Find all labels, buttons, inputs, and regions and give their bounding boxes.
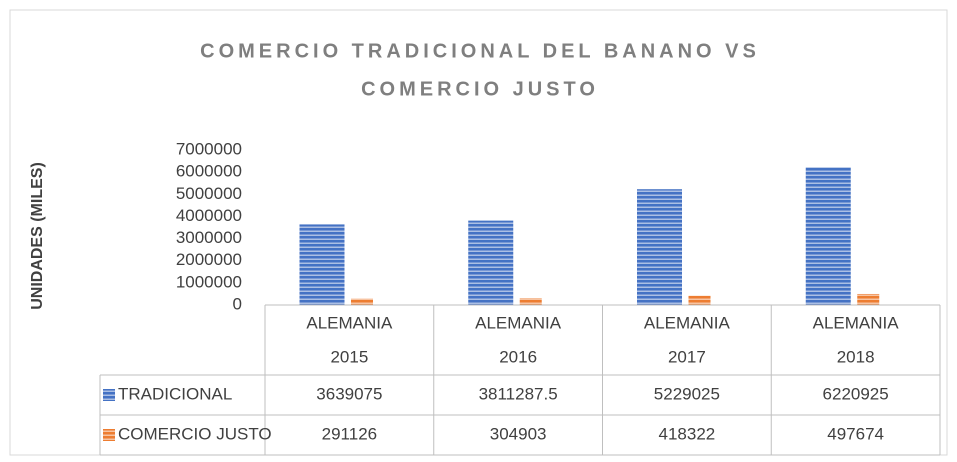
table-value: 6220925 xyxy=(823,384,889,403)
y-tick-label: 2000000 xyxy=(176,250,242,269)
y-tick-label: 5000000 xyxy=(176,184,242,203)
y-tick-label: 4000000 xyxy=(176,206,242,225)
y-tick-label: 0 xyxy=(233,294,242,313)
x-tick-label: 2018 xyxy=(837,347,875,366)
y-tick-label: 1000000 xyxy=(176,272,242,291)
bar xyxy=(805,167,851,305)
table-value: 497674 xyxy=(827,424,884,443)
y-tick-label: 6000000 xyxy=(176,162,242,181)
x-tick-label: ALEMANIA xyxy=(306,313,393,332)
y-tick-label: 3000000 xyxy=(176,228,242,247)
bar xyxy=(299,224,345,305)
bar xyxy=(857,293,880,305)
x-tick-label: 2015 xyxy=(330,347,368,366)
table-value: 418322 xyxy=(659,424,716,443)
table-value: 5229025 xyxy=(654,384,720,403)
bar xyxy=(519,298,542,305)
bar xyxy=(688,295,711,305)
bar xyxy=(351,298,373,305)
bar xyxy=(468,220,514,305)
legend-label: COMERCIO JUSTO xyxy=(118,424,272,443)
bar xyxy=(637,189,682,305)
chart-title: COMERCIO TRADICIONAL DEL BANANO VS xyxy=(200,40,760,62)
table-value: 3639075 xyxy=(316,384,382,403)
table-value: 291126 xyxy=(322,424,377,443)
table-value: 304903 xyxy=(490,424,547,443)
legend-key xyxy=(103,429,115,441)
table-value: 3811287.5 xyxy=(479,384,558,403)
y-tick-label: 7000000 xyxy=(176,139,242,158)
legend-key xyxy=(103,389,115,401)
x-tick-label: 2016 xyxy=(499,347,537,366)
chart-title: COMERCIO JUSTO xyxy=(361,78,599,100)
x-tick-label: 2017 xyxy=(668,347,706,366)
x-tick-label: ALEMANIA xyxy=(475,313,562,332)
y-axis-label: UNIDADES (MILES) xyxy=(29,162,46,310)
legend-label: TRADICIONAL xyxy=(118,384,232,403)
x-tick-label: ALEMANIA xyxy=(813,313,900,332)
x-tick-label: ALEMANIA xyxy=(644,313,731,332)
